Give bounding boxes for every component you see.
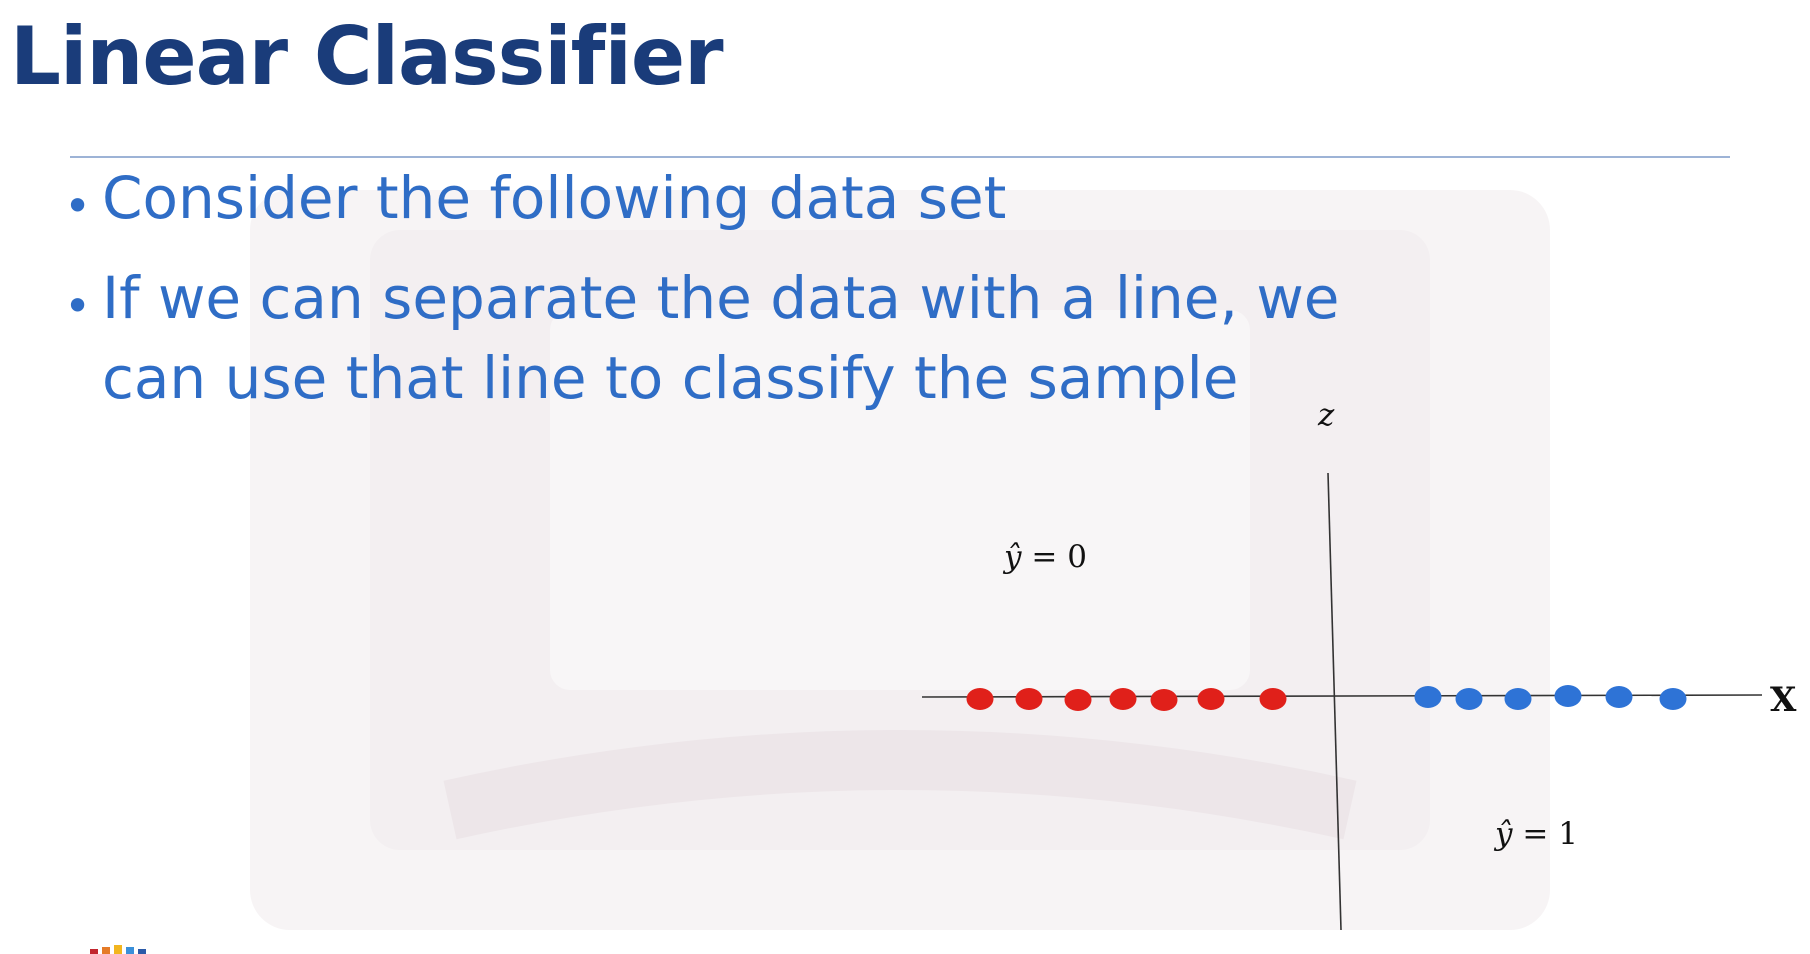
bullet-text: If we can separate the data with a line,… (102, 264, 1340, 412)
class-0-point (1109, 688, 1137, 710)
class-0-point (1259, 688, 1287, 710)
class-0-point (966, 688, 994, 710)
horizontal-axis (921, 694, 1763, 698)
bullet-dot-icon: • (64, 279, 92, 333)
class-0-points (966, 688, 1287, 711)
region-label-class-0: ŷ = 0 (1002, 539, 1087, 575)
logo-icon (90, 945, 146, 954)
class-0-point (1064, 689, 1092, 711)
bullet-text: Consider the following data set (102, 164, 1007, 232)
class-1-point (1605, 686, 1633, 708)
region-value: = 1 (1513, 816, 1578, 852)
slide-title: Linear Classifier (10, 10, 724, 103)
class-1-point (1554, 685, 1582, 707)
horizontal-axis-label: X (1770, 680, 1797, 720)
class-0-point (1197, 688, 1225, 710)
class-1-point (1414, 686, 1442, 708)
class-0-point (1150, 689, 1178, 711)
y-hat-symbol: ŷ (1493, 816, 1513, 852)
bullet-item: • Consider the following data set (60, 158, 1420, 238)
bullet-list: • Consider the following data set • If w… (60, 158, 1420, 438)
class-1-point (1455, 688, 1483, 710)
region-value: = 0 (1022, 539, 1087, 575)
class-0-point (1015, 688, 1043, 710)
class-1-points (1414, 685, 1687, 710)
class-1-point (1659, 688, 1687, 710)
vertical-axis (1327, 472, 1342, 931)
class-1-point (1504, 688, 1532, 710)
bullet-dot-icon: • (64, 179, 92, 233)
y-hat-symbol: ŷ (1002, 539, 1022, 575)
vertical-axis-label: z (1317, 397, 1335, 433)
bullet-item: • If we can separate the data with a lin… (60, 258, 1420, 418)
title-divider (70, 156, 1730, 158)
region-label-class-1: ŷ = 1 (1493, 816, 1578, 852)
